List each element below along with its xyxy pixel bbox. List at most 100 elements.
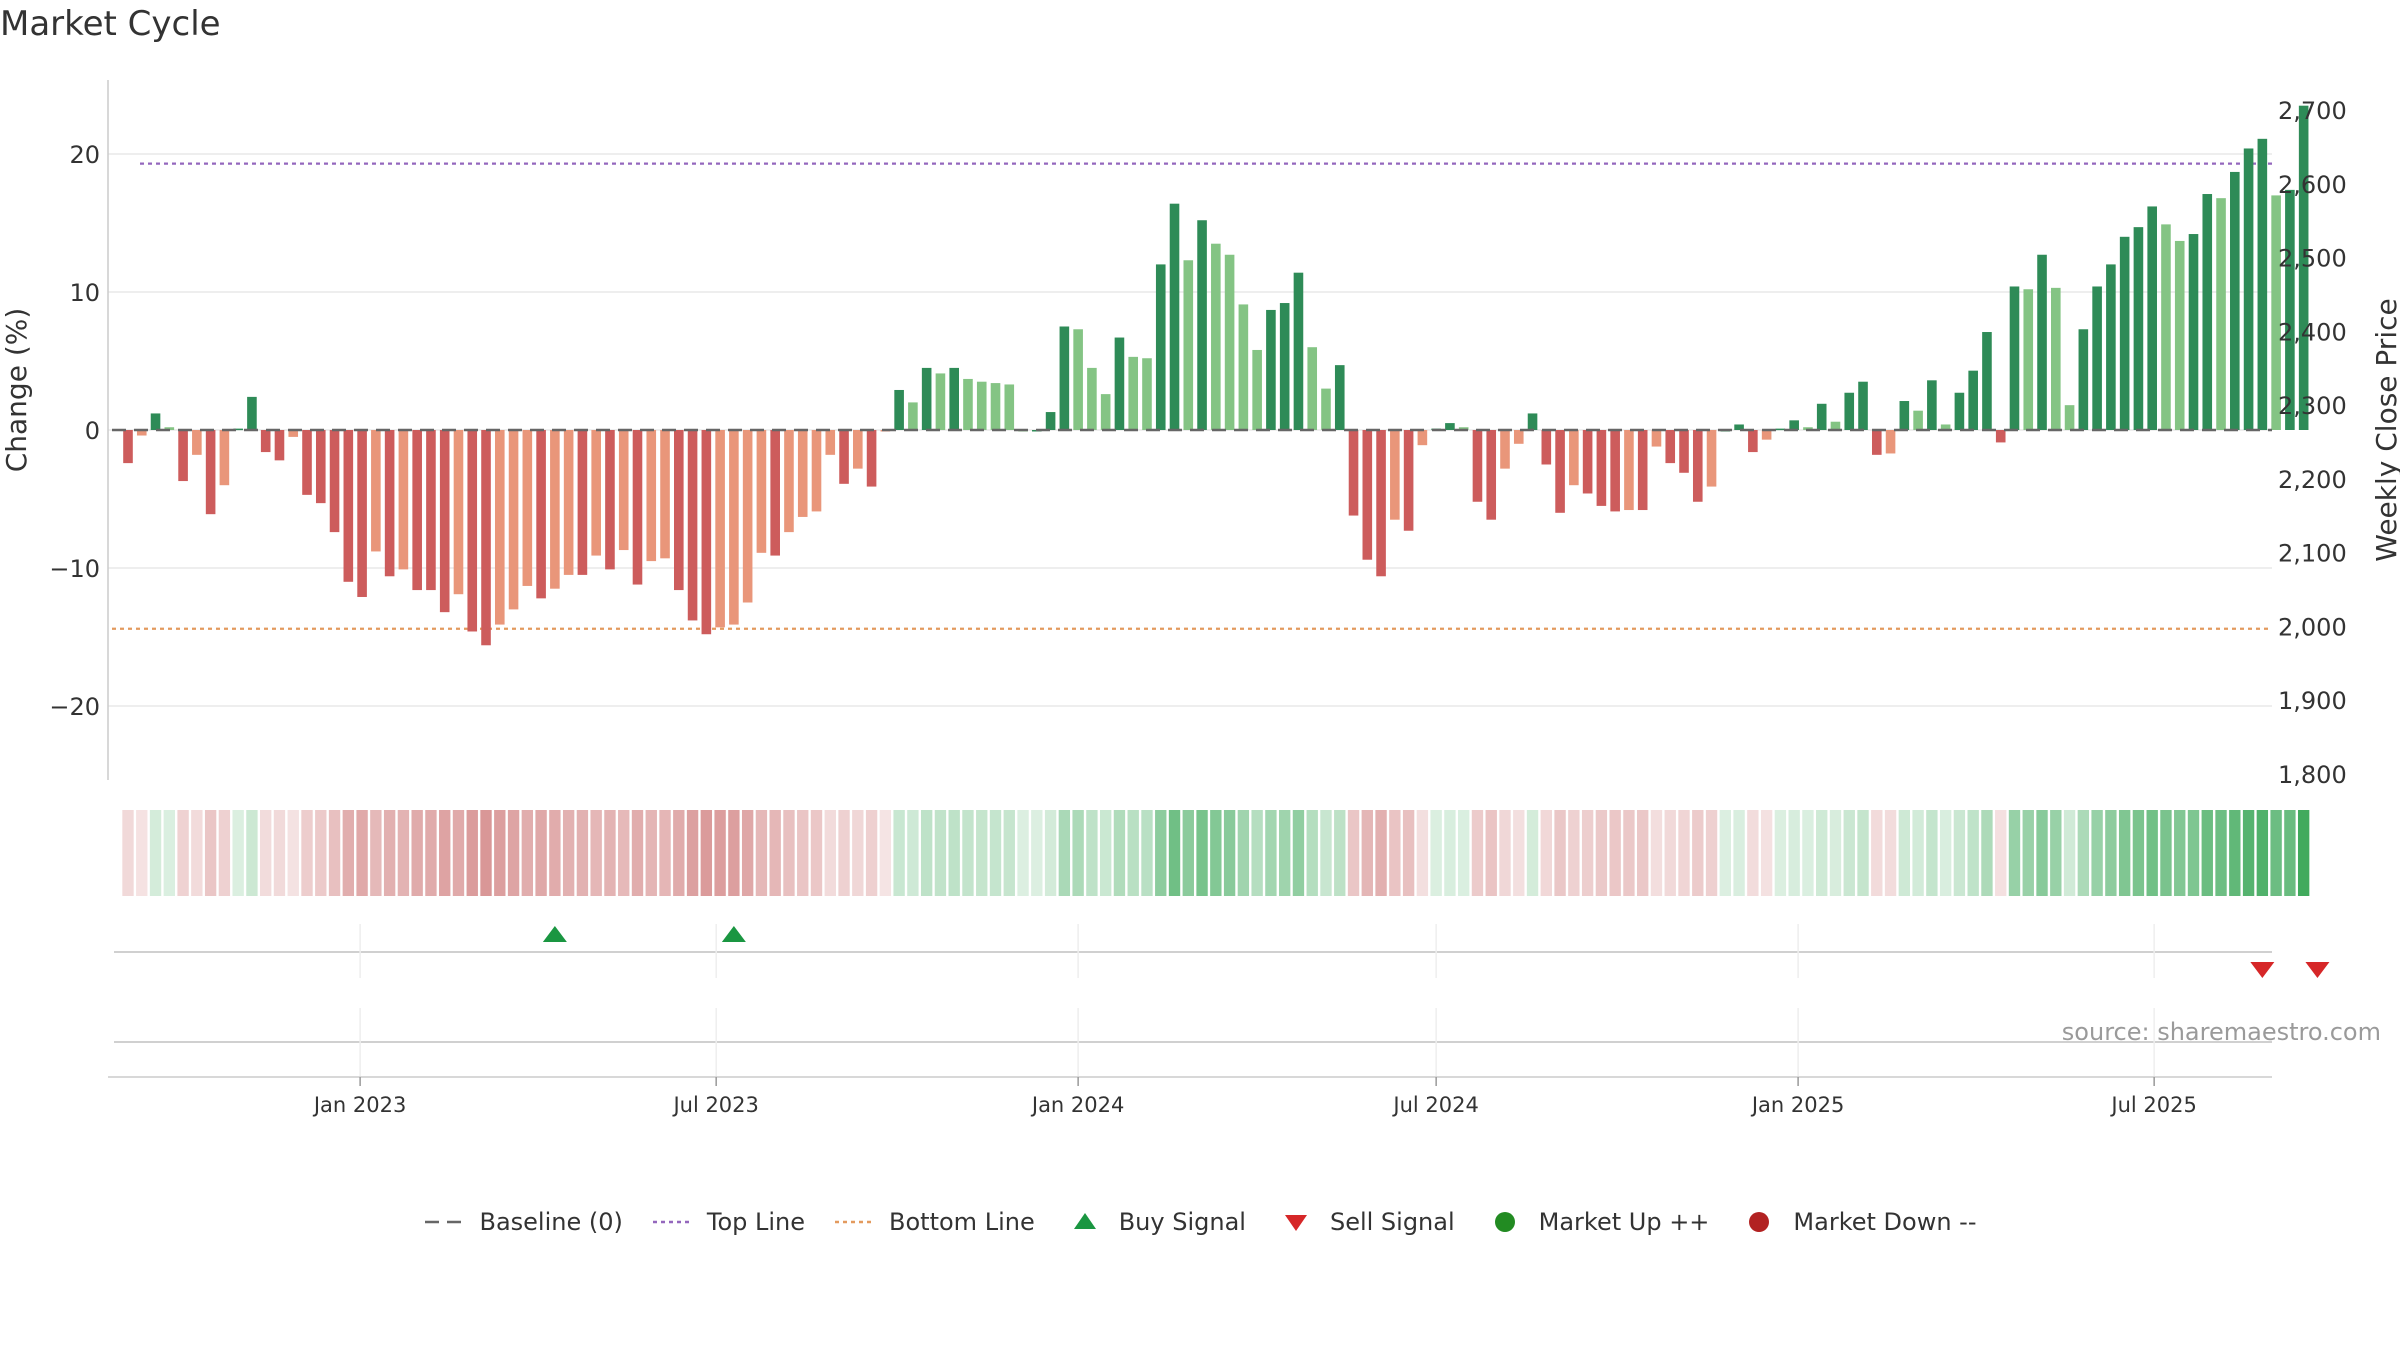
y-tick-label-right: 2,100 xyxy=(2278,540,2347,568)
baseline-swatch-icon xyxy=(425,1220,466,1224)
legend-label: Bottom Line xyxy=(889,1208,1035,1236)
bar xyxy=(1197,220,1207,430)
bar xyxy=(1362,430,1373,560)
heat-cell xyxy=(1733,810,1745,896)
heat-cell xyxy=(852,810,864,896)
bar xyxy=(2216,198,2226,430)
bar xyxy=(908,402,918,430)
bar xyxy=(701,430,712,635)
bar xyxy=(481,430,491,646)
heat-cell xyxy=(1155,810,1167,896)
sell-signal-marker xyxy=(2305,962,2330,978)
bar xyxy=(2133,227,2144,430)
heat-cell xyxy=(1692,810,1704,896)
heat-cell xyxy=(1072,810,1084,896)
heat-cell xyxy=(907,810,919,896)
heat-cell xyxy=(920,810,933,896)
heat-cell xyxy=(2242,810,2255,896)
heat-cell xyxy=(1251,810,1263,896)
heat-cell xyxy=(232,810,244,896)
source-credit: source: sharemaestro.com xyxy=(2062,1018,2381,1046)
heat-cell xyxy=(1223,810,1236,896)
bar xyxy=(1307,347,1318,430)
heat-cell xyxy=(439,810,451,896)
heat-cell xyxy=(1347,810,1360,896)
y-tick-label-left: −10 xyxy=(49,555,100,583)
bar xyxy=(866,430,877,487)
heat-cell xyxy=(1416,810,1429,896)
heat-cell xyxy=(2146,810,2158,896)
heat-cell xyxy=(1829,810,1842,896)
heat-cell xyxy=(342,810,355,896)
date-axis: Jan 2023 Jul 2023 Jan 2024 Jul 2024 Jan 2025… xyxy=(108,1076,2272,1117)
heat-cell xyxy=(893,810,905,896)
legend-item-sell-signal: Sell Signal xyxy=(1274,1208,1455,1236)
bar xyxy=(1527,413,1538,430)
bar xyxy=(591,430,601,556)
legend-label: Buy Signal xyxy=(1118,1208,1246,1236)
heat-cell xyxy=(2160,810,2172,896)
heat-cell xyxy=(1664,810,1676,896)
heat-cell xyxy=(2270,810,2282,896)
legend-item-bottom-line: Bottom Line xyxy=(833,1208,1035,1236)
bar xyxy=(1183,260,1194,430)
heat-cell xyxy=(1568,810,1580,896)
x-tick-label: Jul 2023 xyxy=(671,1093,758,1117)
bar xyxy=(921,367,932,430)
bar xyxy=(2285,189,2295,430)
bar xyxy=(1761,430,1772,440)
heat-cell xyxy=(1099,810,1112,896)
heat-cell xyxy=(1967,810,1979,896)
x-tick-label: Jul 2024 xyxy=(1391,1093,1478,1117)
bar xyxy=(1913,410,1923,430)
heat-cell xyxy=(2187,810,2200,896)
bar xyxy=(192,430,202,455)
bar xyxy=(563,430,574,575)
bar xyxy=(494,430,505,625)
heat-cell xyxy=(549,810,561,896)
heat-cell xyxy=(1168,810,1181,896)
bar xyxy=(1541,430,1552,465)
bar xyxy=(1045,412,1056,430)
heat-cell xyxy=(1320,810,1332,896)
bar xyxy=(1706,430,1717,487)
bar xyxy=(894,389,904,430)
heat-cell xyxy=(383,810,396,896)
heat-cell xyxy=(1210,810,1222,896)
heat-cell xyxy=(452,810,465,896)
bar xyxy=(797,430,808,517)
bar xyxy=(1486,430,1497,520)
bar xyxy=(384,430,395,577)
heat-cell xyxy=(260,810,272,896)
heat-cell xyxy=(2256,810,2269,896)
heat-cell xyxy=(1292,810,1305,896)
bar xyxy=(164,427,175,430)
heat-cell xyxy=(1554,810,1566,896)
x-tick-label: Jul 2025 xyxy=(2109,1093,2196,1117)
bar xyxy=(1059,326,1070,430)
heat-cell xyxy=(328,810,341,896)
bar xyxy=(1238,304,1249,430)
heat-cell xyxy=(411,810,423,896)
bar xyxy=(357,430,367,597)
heat-cell xyxy=(535,810,547,896)
legend: Baseline (0) Top Line Bottom Line Buy Si… xyxy=(0,1208,2400,1236)
heat-cell xyxy=(1871,810,1883,896)
legend-item-buy-signal: Buy Signal xyxy=(1063,1208,1246,1236)
heat-cell xyxy=(370,810,382,896)
bar xyxy=(2051,287,2061,430)
heat-cell xyxy=(934,810,947,896)
bar xyxy=(453,430,464,595)
bar xyxy=(687,430,698,621)
heat-cell xyxy=(1581,810,1594,896)
y-tick-label-right: 2,600 xyxy=(2278,171,2347,199)
heat-cell xyxy=(425,810,437,896)
heat-cell xyxy=(273,810,286,896)
heat-cell xyxy=(879,810,892,896)
bar xyxy=(784,430,794,533)
bar xyxy=(935,373,946,430)
bar xyxy=(1940,424,1951,430)
heat-cell xyxy=(1884,810,1897,896)
bar xyxy=(412,430,422,591)
